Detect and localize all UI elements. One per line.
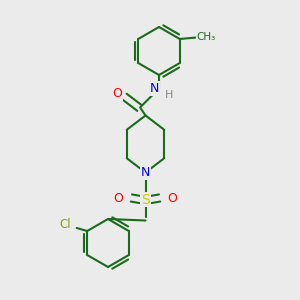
Text: CH₃: CH₃ <box>196 32 215 42</box>
Text: N: N <box>141 166 150 179</box>
Text: N: N <box>150 82 159 95</box>
Text: O: O <box>168 191 177 205</box>
Text: O: O <box>112 87 122 100</box>
Text: Cl: Cl <box>59 218 71 231</box>
Text: S: S <box>141 193 150 206</box>
Text: H: H <box>164 90 173 100</box>
Text: O: O <box>114 191 123 205</box>
